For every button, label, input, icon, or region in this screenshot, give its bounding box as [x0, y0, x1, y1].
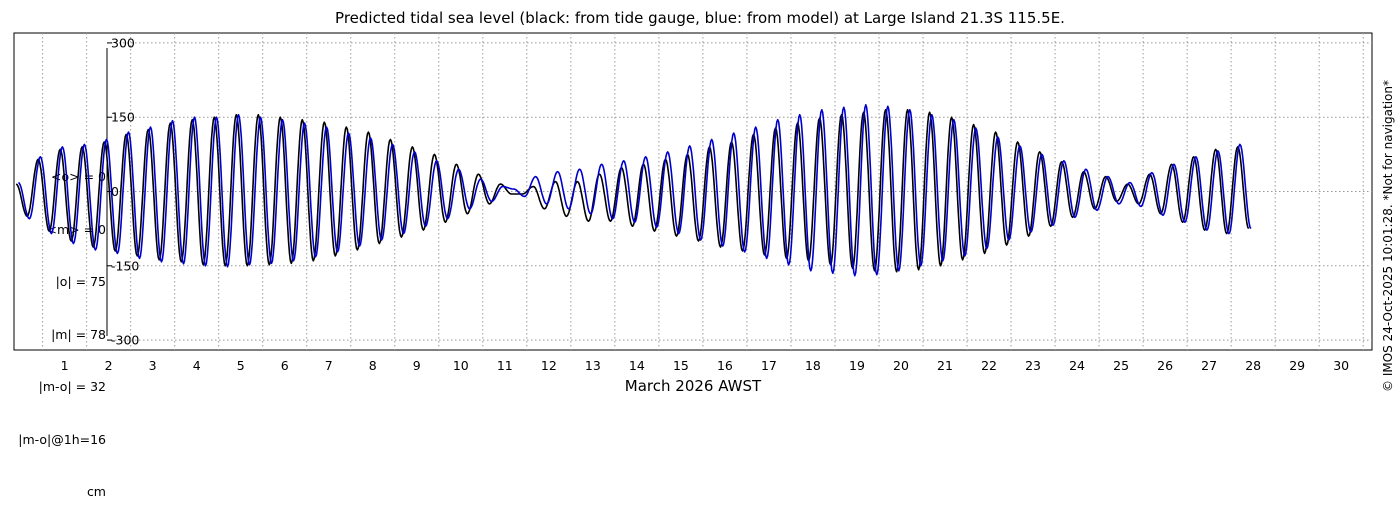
- series-line-tide-gauge: [15, 109, 1250, 273]
- x-ticks: 1 2 3 4 5 6 7 8 9 10 11 12 13 14 15 16 17 18 19 20 21 22 23 24 2…: [61, 358, 1350, 373]
- x-tick-label: 24: [1069, 358, 1085, 373]
- x-tick-label: 22: [981, 358, 997, 373]
- y-tick-label: 0: [111, 184, 119, 199]
- x-tick-label: 30: [1333, 358, 1349, 373]
- x-tick-label: 29: [1289, 358, 1305, 373]
- stat-abs-model: |m| = 78: [51, 326, 106, 342]
- x-tick-label: 27: [1201, 358, 1217, 373]
- x-tick-label: 26: [1157, 358, 1173, 373]
- x-tick-label: 10: [453, 358, 469, 373]
- x-axis-label: March 2026 AWST: [625, 377, 762, 395]
- x-tick-label: 12: [541, 358, 557, 373]
- x-tick-label: 13: [585, 358, 601, 373]
- x-tick-label: 5: [237, 358, 245, 373]
- x-tick-label: 3: [149, 358, 157, 373]
- y-tick-label: -150: [111, 258, 139, 273]
- stat-abs-difference-1h: |m-o|@1h=16: [18, 431, 106, 447]
- x-tick-label: 9: [413, 358, 421, 373]
- x-tick-label: 20: [893, 358, 909, 373]
- stat-abs-observed: |o| = 75: [55, 274, 106, 289]
- x-tick-label: 19: [849, 358, 865, 373]
- x-tick-label: 18: [805, 358, 821, 373]
- x-tick-label: 28: [1245, 358, 1261, 373]
- x-tick-label: 4: [193, 358, 201, 373]
- y-ticks: -300 -150 0 150 300: [107, 35, 139, 348]
- y-tick-label: 150: [111, 110, 135, 125]
- series-lines: [15, 104, 1252, 277]
- x-tick-label: 25: [1113, 358, 1129, 373]
- x-tick-label: 16: [717, 358, 733, 373]
- x-tick-label: 8: [369, 358, 377, 373]
- stat-units: cm: [86, 484, 106, 499]
- y-tick-label: -300: [111, 333, 139, 348]
- y-tick-label: 300: [111, 35, 135, 50]
- x-tick-label: 2: [105, 358, 113, 373]
- x-tick-label: 15: [673, 358, 689, 373]
- x-tick-label: 1: [61, 358, 69, 373]
- x-tick-label: 21: [937, 358, 953, 373]
- chart-title: Predicted tidal sea level (black: from t…: [335, 9, 1065, 27]
- copyright-notice: © IMOS 24-Oct-2025 10:01:28. *Not for na…: [1381, 80, 1395, 392]
- x-tick-label: 17: [761, 358, 777, 373]
- x-tick-label: 7: [325, 358, 333, 373]
- x-tick-label: 23: [1025, 358, 1041, 373]
- series-line-model: [17, 104, 1252, 277]
- x-tick-label: 14: [629, 358, 645, 373]
- stat-abs-difference: |m-o| = 32: [38, 379, 106, 394]
- x-tick-label: 6: [281, 358, 289, 373]
- x-tick-label: 11: [497, 358, 513, 373]
